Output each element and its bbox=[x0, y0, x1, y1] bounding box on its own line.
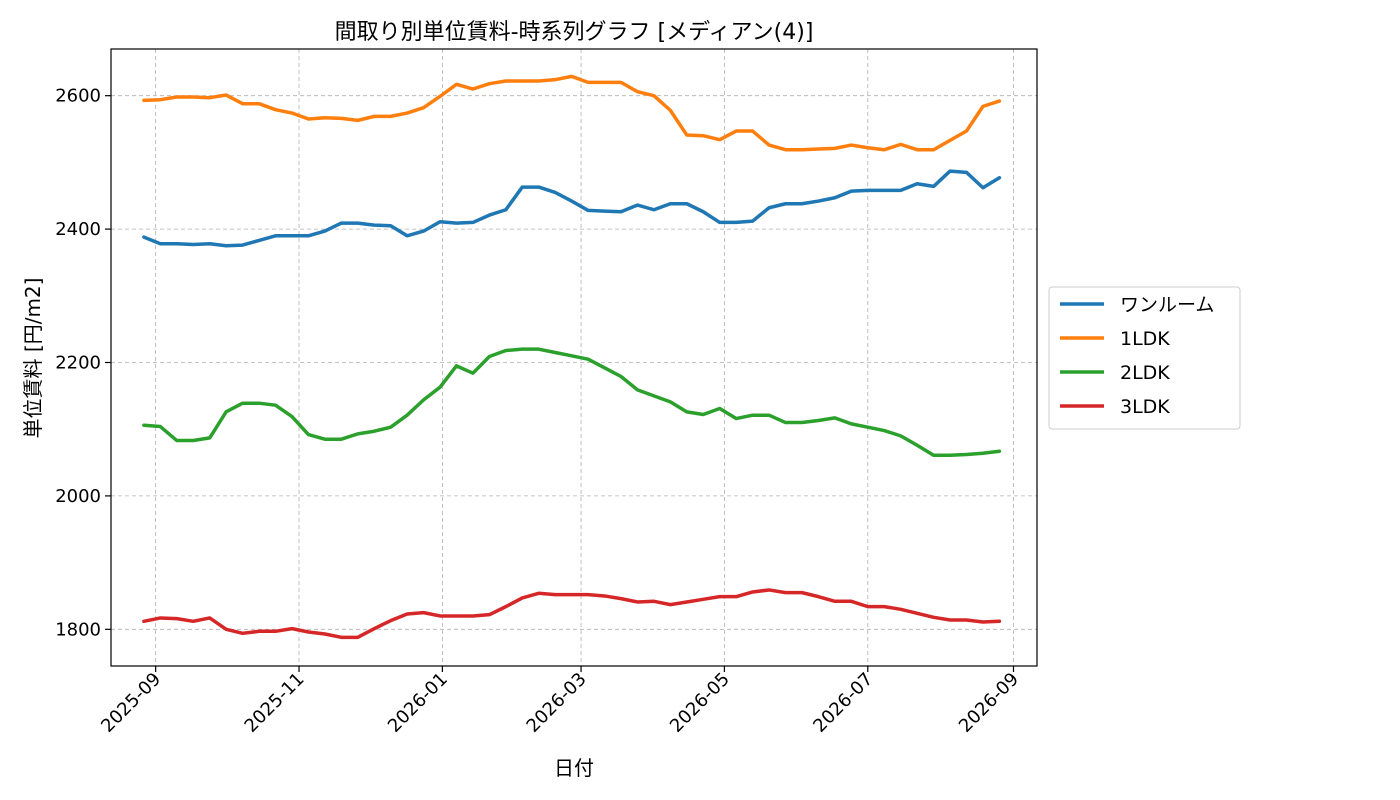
y-tick-label: 1800 bbox=[55, 619, 101, 640]
series-line-2 bbox=[142, 347, 1002, 457]
x-axis-title: 日付 bbox=[554, 756, 594, 780]
legend-label-2: 2LDK bbox=[1120, 362, 1170, 384]
tick-layer: 1800 2000 2200 2400 2600 2025-09 2025-11 2026-0… bbox=[55, 86, 1023, 737]
x-tick-label: 2026-07 bbox=[809, 669, 877, 737]
series-line-3 bbox=[142, 588, 1002, 640]
chart-title: 間取り別単位賃料-時系列グラフ [メディアン(4)] bbox=[335, 20, 814, 45]
y-tick-label: 2200 bbox=[55, 353, 101, 374]
series-line-1 bbox=[142, 74, 1002, 152]
x-tick-label: 2025-09 bbox=[97, 669, 165, 737]
legend: ワンルーム 1LDK 2LDK 3LDK bbox=[1048, 286, 1241, 430]
plot-area-frame bbox=[110, 48, 1038, 667]
legend-label-0: ワンルーム bbox=[1120, 294, 1214, 316]
legend-items: ワンルーム 1LDK 2LDK 3LDK bbox=[1060, 294, 1214, 418]
y-axis-title: 単位賃料 [円/m2] bbox=[21, 278, 45, 439]
x-tick-label: 2026-09 bbox=[955, 669, 1023, 737]
series-layer bbox=[142, 74, 1002, 640]
legend-label-1: 1LDK bbox=[1120, 328, 1170, 350]
x-tick-label: 2026-01 bbox=[384, 669, 452, 737]
legend-box bbox=[1048, 286, 1241, 430]
y-tick-label: 2600 bbox=[55, 86, 101, 107]
series-line-0 bbox=[142, 169, 1002, 248]
legend-label-3: 3LDK bbox=[1120, 396, 1170, 418]
x-tick-label: 2025-11 bbox=[241, 669, 309, 737]
grid-layer bbox=[111, 49, 1037, 666]
y-tick-label: 2000 bbox=[55, 486, 101, 507]
x-tick-label: 2026-03 bbox=[523, 669, 591, 737]
y-tick-label: 2400 bbox=[55, 219, 101, 240]
x-tick-label: 2026-05 bbox=[666, 669, 734, 737]
